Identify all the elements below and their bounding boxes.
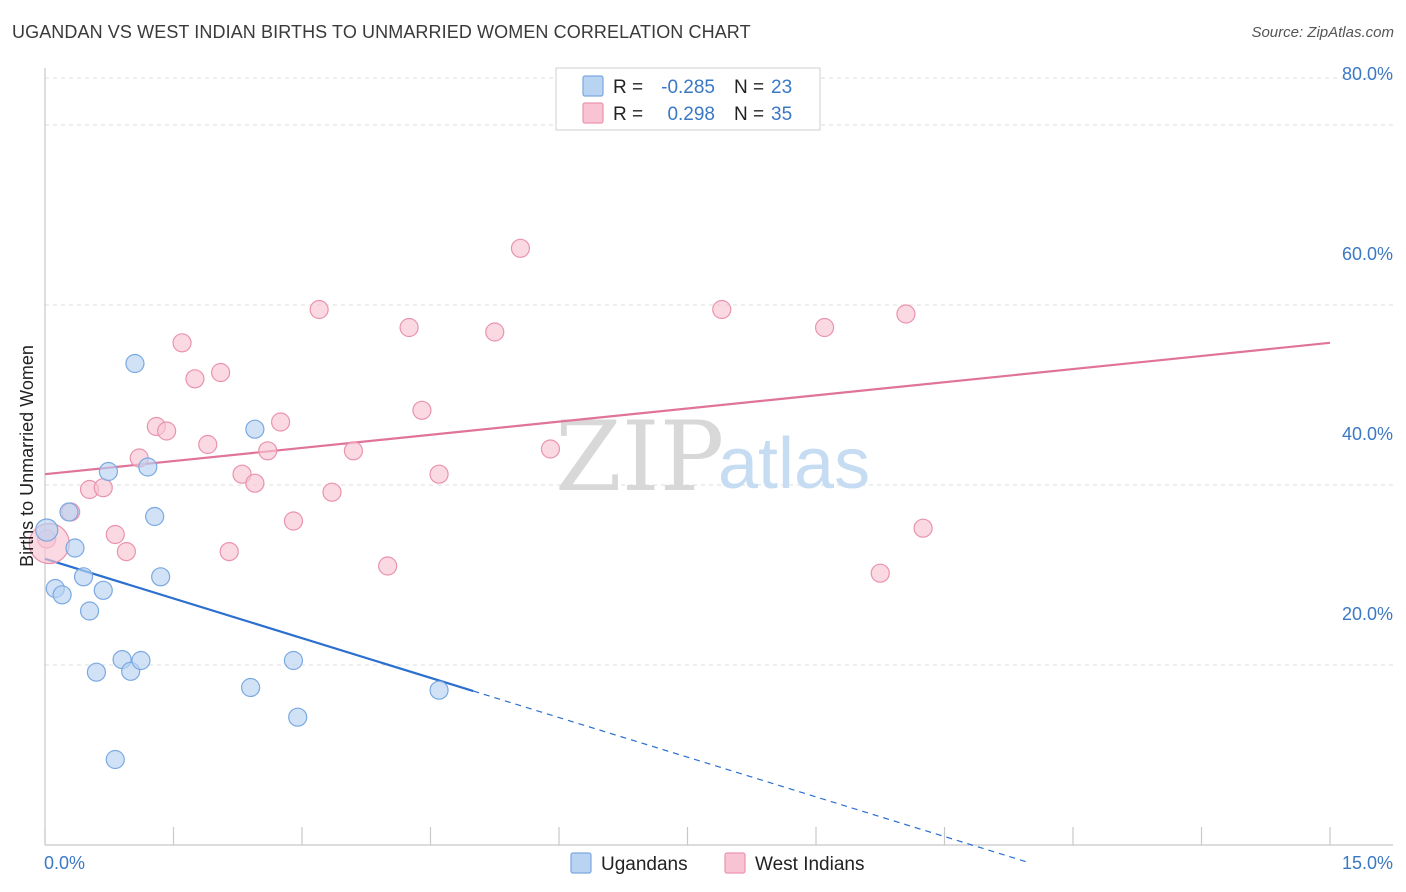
point-west-indians xyxy=(540,439,561,459)
point-west-indians xyxy=(93,478,113,498)
point-west-indians xyxy=(270,412,291,432)
watermark-zip: ZIP xyxy=(555,401,724,513)
point-ugandans xyxy=(241,677,261,698)
point-west-indians xyxy=(245,473,265,493)
point-west-indians xyxy=(870,563,890,583)
axis-layer: 20.0% 40.0% 60.0% 80.0% xyxy=(44,64,1393,846)
point-west-indians xyxy=(343,441,363,461)
stats-legend: R = -0.285 N = 23 R = 0.298 N = 35 xyxy=(555,67,821,131)
y-tick-label: 60.0% xyxy=(1342,244,1393,264)
point-ugandans xyxy=(145,506,165,527)
point-ugandans xyxy=(138,457,158,477)
point-west-indians xyxy=(814,317,835,338)
bottom-legend-label-west-indians[interactable]: West Indians xyxy=(755,854,864,875)
legend-r-label-ugandans: R = xyxy=(613,77,643,98)
bottom-legend-swatch-ugandans[interactable] xyxy=(570,852,592,874)
point-ugandans xyxy=(105,749,125,770)
point-west-indians xyxy=(510,238,531,258)
legend-n-value-ugandans: 23 xyxy=(771,77,792,98)
point-west-indians xyxy=(211,362,231,383)
point-ugandans xyxy=(283,650,304,671)
point-ugandans xyxy=(35,518,59,542)
point-ugandans xyxy=(52,585,72,605)
point-ugandans xyxy=(93,580,113,600)
legend-r-value-west-indians: 0.298 xyxy=(667,104,715,125)
watermark-atlas: atlas xyxy=(718,424,870,504)
legend-n-label-ugandans: N = xyxy=(734,77,764,98)
point-west-indians xyxy=(712,299,732,320)
grid-layer xyxy=(45,77,1393,666)
trend-line-ugandans-extension xyxy=(473,690,1031,864)
chart-source: Source: ZipAtlas.com xyxy=(1251,24,1394,41)
series-legend: Ugandans West Indians xyxy=(570,852,864,875)
bottom-legend-swatch-west-indians[interactable] xyxy=(724,852,746,874)
point-ugandans xyxy=(73,567,94,587)
point-ugandans xyxy=(79,601,100,621)
point-west-indians xyxy=(185,369,205,389)
point-west-indians xyxy=(485,322,505,342)
point-west-indians xyxy=(116,541,136,562)
point-west-indians xyxy=(258,441,278,461)
bottom-legend-label-ugandans[interactable]: Ugandans xyxy=(601,854,688,875)
point-ugandans xyxy=(86,662,107,682)
x-tick-label-max: 15.0% xyxy=(1342,853,1393,873)
point-west-indians xyxy=(105,524,125,545)
point-west-indians xyxy=(198,434,218,455)
legend-swatch-ugandans xyxy=(582,75,604,97)
point-west-indians xyxy=(378,556,398,576)
point-west-indians xyxy=(309,299,329,320)
chart-title: UGANDAN VS WEST INDIAN BIRTHS TO UNMARRI… xyxy=(12,22,751,42)
point-west-indians xyxy=(896,304,916,324)
point-west-indians xyxy=(219,541,239,562)
point-west-indians xyxy=(172,333,192,353)
point-west-indians xyxy=(429,464,449,484)
y-tick-label: 40.0% xyxy=(1342,424,1393,444)
point-ugandans xyxy=(65,538,85,558)
point-west-indians xyxy=(399,317,419,338)
point-ugandans xyxy=(131,650,151,671)
points-layer xyxy=(28,238,933,770)
point-west-indians xyxy=(412,400,432,420)
point-west-indians xyxy=(322,482,342,502)
point-ugandans xyxy=(59,502,79,522)
x-tick-label-min: 0.0% xyxy=(44,853,85,873)
point-west-indians xyxy=(913,518,933,538)
point-ugandans xyxy=(288,707,308,727)
point-west-indians xyxy=(283,511,304,531)
point-ugandans xyxy=(151,567,171,587)
y-axis-title: Births to Unmarried Women xyxy=(17,345,37,567)
legend-r-value-ugandans: -0.285 xyxy=(661,77,715,98)
trend-line-ugandans xyxy=(44,557,474,693)
y-tick-label: 80.0% xyxy=(1342,64,1393,84)
point-ugandans xyxy=(125,353,145,374)
point-ugandans xyxy=(245,419,265,439)
y-tick-label: 20.0% xyxy=(1342,604,1393,624)
point-west-indians xyxy=(157,421,177,441)
point-ugandans xyxy=(429,680,449,700)
legend-r-label-west-indians: R = xyxy=(613,104,643,125)
legend-n-value-west-indians: 35 xyxy=(771,104,792,125)
legend-n-label-west-indians: N = xyxy=(734,104,764,125)
point-ugandans xyxy=(98,461,118,482)
legend-swatch-west-indians xyxy=(582,102,604,124)
